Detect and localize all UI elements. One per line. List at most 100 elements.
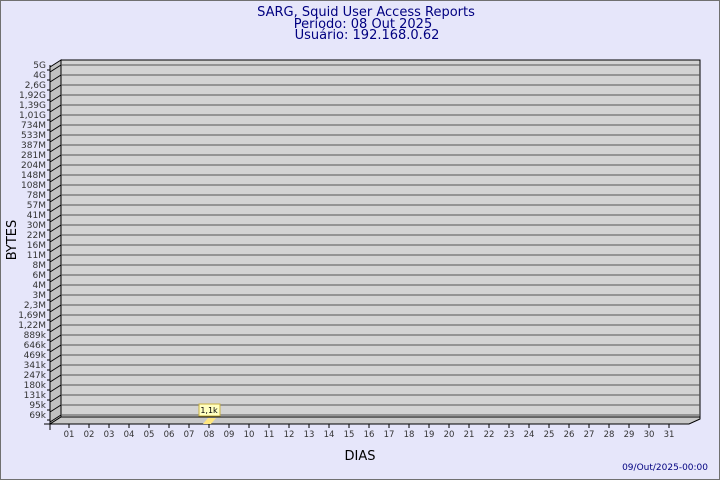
- y-tick-label: 95k: [29, 401, 46, 411]
- grid-line-side: [49, 104, 62, 113]
- grid-line-side: [49, 334, 62, 343]
- y-tick-label: 889k: [24, 331, 47, 341]
- x-tick-label: 10: [244, 430, 255, 440]
- x-tick-label: 05: [144, 430, 155, 440]
- x-tick-label: 08: [204, 430, 215, 440]
- grid-line-side: [49, 164, 62, 173]
- grid-line-side: [49, 344, 62, 353]
- grid-line-side: [49, 244, 62, 253]
- grid-line-side: [49, 284, 62, 293]
- x-tick-label: 29: [624, 430, 635, 440]
- y-tick-label: 341k: [24, 361, 47, 371]
- footer-timestamp: 09/Out/2025-00:00: [622, 463, 708, 473]
- y-tick-label: 6M: [33, 271, 47, 281]
- y-axis-label: BYTES: [5, 220, 20, 261]
- x-tick-label: 09: [224, 430, 235, 440]
- y-tick-label: 1,92G: [19, 91, 46, 101]
- grid-line-side: [49, 234, 62, 243]
- x-tick-label: 24: [524, 430, 535, 440]
- x-tick-label: 04: [124, 430, 135, 440]
- x-tick-label: 19: [424, 430, 435, 440]
- data-label-box: [198, 403, 221, 417]
- x-tick-label: 27: [584, 430, 595, 440]
- x-tick-label: 28: [604, 430, 615, 440]
- grid-line-side: [49, 354, 62, 363]
- x-tick-label: 07: [184, 430, 195, 440]
- grid-line-side: [49, 294, 62, 303]
- y-tick-label: 131k: [24, 391, 47, 401]
- plot-floor: [48, 416, 701, 425]
- y-tick-label: 11M: [27, 251, 46, 261]
- x-tick-label: 30: [644, 430, 655, 440]
- chart-subtitle-period: Período: 08 Out 2025: [294, 17, 432, 32]
- x-tick-label: 01: [64, 430, 75, 440]
- grid-line-side: [49, 154, 62, 163]
- grid-line-side: [49, 224, 62, 233]
- grid-line-side: [49, 374, 62, 383]
- y-tick-label: 2,6G: [25, 81, 46, 91]
- y-tick-label: 78M: [27, 191, 46, 201]
- y-tick-label: 734M: [21, 121, 46, 131]
- y-tick-label: 16M: [27, 241, 46, 251]
- x-tick-label: 21: [464, 430, 475, 440]
- grid-line-side: [49, 264, 62, 273]
- grid-line-side: [49, 134, 62, 143]
- y-tick-label: 180k: [24, 381, 47, 391]
- grid-line-side: [49, 414, 62, 423]
- y-tick-label: 30M: [27, 221, 46, 231]
- y-tick-label: 469k: [24, 351, 47, 361]
- plot-back-wall: [60, 59, 701, 418]
- y-tick-label: 4G: [33, 71, 46, 81]
- x-tick-label: 26: [564, 430, 575, 440]
- y-tick-label: 4M: [33, 281, 47, 291]
- grid-line-side: [49, 324, 62, 333]
- chart-subtitle-user: Usuário: 192.168.0.62: [295, 28, 440, 43]
- y-tick-label: 22M: [27, 231, 46, 241]
- grid-line-side: [49, 194, 62, 203]
- y-tick-label: 57M: [27, 201, 46, 211]
- grid-line-side: [49, 124, 62, 133]
- x-tick-label: 02: [84, 430, 95, 440]
- x-tick-label: 15: [344, 430, 355, 440]
- grid-line-side: [49, 394, 62, 403]
- x-tick-label: 16: [364, 430, 375, 440]
- bar-day-08: [203, 418, 216, 424]
- grid-line-side: [49, 184, 62, 193]
- grid-line-side: [49, 84, 62, 93]
- grid-line-side: [49, 254, 62, 263]
- x-tick-label: 03: [104, 430, 115, 440]
- y-tick-label: 2,3M: [24, 301, 46, 311]
- grid-line-side: [49, 364, 62, 373]
- grid-line-side: [49, 214, 62, 223]
- grid-line-side: [49, 174, 62, 183]
- x-tick-label: 25: [544, 430, 555, 440]
- grid-line-side: [49, 274, 62, 283]
- y-tick-label: 1,01G: [19, 111, 46, 121]
- grid-line-side: [49, 64, 62, 73]
- x-tick-label: 22: [484, 430, 495, 440]
- x-tick-label: 23: [504, 430, 515, 440]
- x-tick-label: 17: [384, 430, 395, 440]
- y-tick-label: 1,22M: [18, 321, 46, 331]
- y-tick-label: 108M: [21, 181, 46, 191]
- y-tick-label: 387M: [21, 141, 46, 151]
- y-tick-label: 204M: [21, 161, 46, 171]
- chart-title: SARG, Squid User Access Reports: [257, 5, 475, 20]
- x-tick-label: 13: [304, 430, 315, 440]
- data-label: 1,1k: [200, 406, 218, 415]
- y-tick-label: 148M: [21, 171, 46, 181]
- grid-line-side: [49, 384, 62, 393]
- x-tick-label: 20: [444, 430, 455, 440]
- x-tick-label: 11: [264, 430, 275, 440]
- plot-side-wall: [49, 59, 62, 425]
- y-tick-label: 3M: [33, 291, 47, 301]
- grid-line-side: [49, 144, 62, 153]
- y-tick-label: 247k: [24, 371, 47, 381]
- x-tick-label: 18: [404, 430, 415, 440]
- y-tick-label: 5G: [33, 61, 46, 71]
- grid-line-side: [49, 314, 62, 323]
- grid-line-side: [49, 74, 62, 83]
- grid-line-side: [49, 404, 62, 413]
- y-tick-label: 1,69M: [18, 311, 46, 321]
